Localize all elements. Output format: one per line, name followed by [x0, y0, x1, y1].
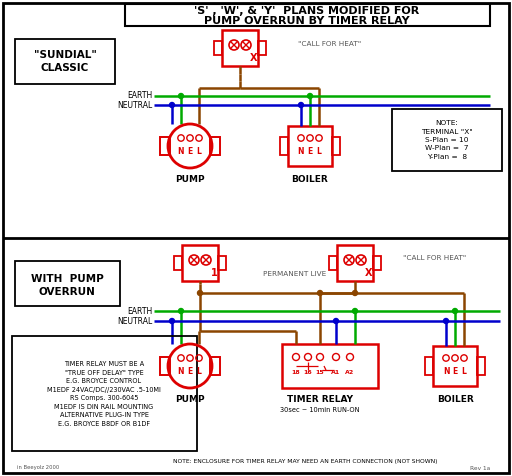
Text: NOTE: ENCLOSURE FOR TIMER RELAY MAY NEED AN EARTH CONNECTION (NOT SHOWN): NOTE: ENCLOSURE FOR TIMER RELAY MAY NEED… — [173, 458, 437, 464]
Text: E: E — [187, 147, 193, 156]
Text: Rev 1a: Rev 1a — [470, 466, 490, 470]
Text: E: E — [307, 147, 313, 156]
Bar — [182, 245, 218, 281]
Bar — [425, 357, 433, 375]
Text: WITH  PUMP: WITH PUMP — [31, 274, 103, 284]
Text: 16: 16 — [304, 370, 312, 376]
Text: TIMER RELAY: TIMER RELAY — [287, 396, 353, 405]
Text: NOTE:
TERMINAL "X"
S-Plan = 10
W-Plan =  7
Y-Plan =  8: NOTE: TERMINAL "X" S-Plan = 10 W-Plan = … — [421, 120, 473, 160]
Circle shape — [308, 93, 312, 99]
Text: in Beeyolz 2000: in Beeyolz 2000 — [17, 466, 59, 470]
Circle shape — [179, 93, 183, 99]
Text: N: N — [443, 367, 449, 376]
Text: EARTH: EARTH — [127, 307, 152, 316]
Bar — [433, 346, 477, 386]
Bar — [160, 137, 170, 155]
Text: L: L — [197, 367, 201, 376]
Text: EARTH: EARTH — [127, 91, 152, 100]
Circle shape — [179, 308, 183, 314]
Bar — [288, 126, 332, 166]
Circle shape — [453, 308, 458, 314]
Bar — [15, 39, 115, 84]
Circle shape — [352, 290, 357, 296]
Text: L: L — [197, 147, 201, 156]
Text: CLASSIC: CLASSIC — [41, 63, 89, 73]
Text: N: N — [178, 367, 184, 376]
Text: TIMER RELAY MUST BE A
"TRUE OFF DELAY" TYPE
E.G. BROYCE CONTROL
M1EDF 24VAC/DC//: TIMER RELAY MUST BE A "TRUE OFF DELAY" T… — [47, 361, 161, 427]
Bar — [337, 245, 373, 281]
Bar — [222, 30, 258, 66]
Text: N: N — [178, 147, 184, 156]
Text: L: L — [316, 147, 322, 156]
Bar — [160, 357, 170, 375]
Text: PERMANENT LIVE: PERMANENT LIVE — [263, 271, 327, 277]
Text: 18: 18 — [292, 370, 301, 376]
Text: 15: 15 — [315, 370, 325, 376]
Text: X: X — [250, 53, 258, 63]
Text: A2: A2 — [346, 370, 355, 376]
Text: "SUNDIAL": "SUNDIAL" — [34, 50, 96, 60]
Text: BOILER: BOILER — [292, 176, 328, 185]
Bar — [12, 336, 197, 451]
Circle shape — [443, 318, 449, 324]
Text: NEUTRAL: NEUTRAL — [117, 100, 152, 109]
Text: PUMP OVERRUN BY TIMER RELAY: PUMP OVERRUN BY TIMER RELAY — [204, 16, 410, 26]
Text: PUMP: PUMP — [175, 176, 205, 185]
Text: PUMP: PUMP — [175, 396, 205, 405]
Text: 'S' , 'W', & 'Y'  PLANS MODIFIED FOR: 'S' , 'W', & 'Y' PLANS MODIFIED FOR — [195, 6, 420, 16]
Text: "CALL FOR HEAT": "CALL FOR HEAT" — [298, 41, 361, 47]
Circle shape — [298, 102, 304, 108]
Text: N: N — [298, 147, 304, 156]
Text: NEUTRAL: NEUTRAL — [117, 317, 152, 326]
Bar — [282, 344, 378, 388]
Text: 30sec ~ 10min RUN-ON: 30sec ~ 10min RUN-ON — [280, 407, 360, 413]
Bar — [373, 256, 381, 270]
Bar — [125, 4, 490, 26]
Bar — [218, 256, 226, 270]
Text: X: X — [365, 268, 373, 278]
Text: E: E — [187, 367, 193, 376]
Text: BOILER: BOILER — [437, 396, 474, 405]
Circle shape — [169, 102, 175, 108]
Bar — [258, 41, 266, 55]
Bar — [174, 256, 182, 270]
Text: "CALL FOR HEAT": "CALL FOR HEAT" — [403, 255, 466, 261]
Circle shape — [317, 290, 323, 296]
Circle shape — [352, 308, 357, 314]
Bar — [210, 357, 220, 375]
Bar — [329, 256, 337, 270]
Text: L: L — [461, 367, 466, 376]
Bar — [332, 137, 340, 155]
Circle shape — [198, 290, 203, 296]
Text: 1: 1 — [210, 268, 218, 278]
Text: A1: A1 — [331, 370, 340, 376]
Bar — [280, 137, 288, 155]
Circle shape — [169, 318, 175, 324]
Bar — [210, 137, 220, 155]
Bar — [392, 109, 502, 171]
Bar — [15, 261, 120, 306]
Text: E: E — [453, 367, 458, 376]
Bar — [477, 357, 485, 375]
Circle shape — [333, 318, 338, 324]
Bar — [214, 41, 222, 55]
Text: OVERRUN: OVERRUN — [38, 287, 95, 297]
